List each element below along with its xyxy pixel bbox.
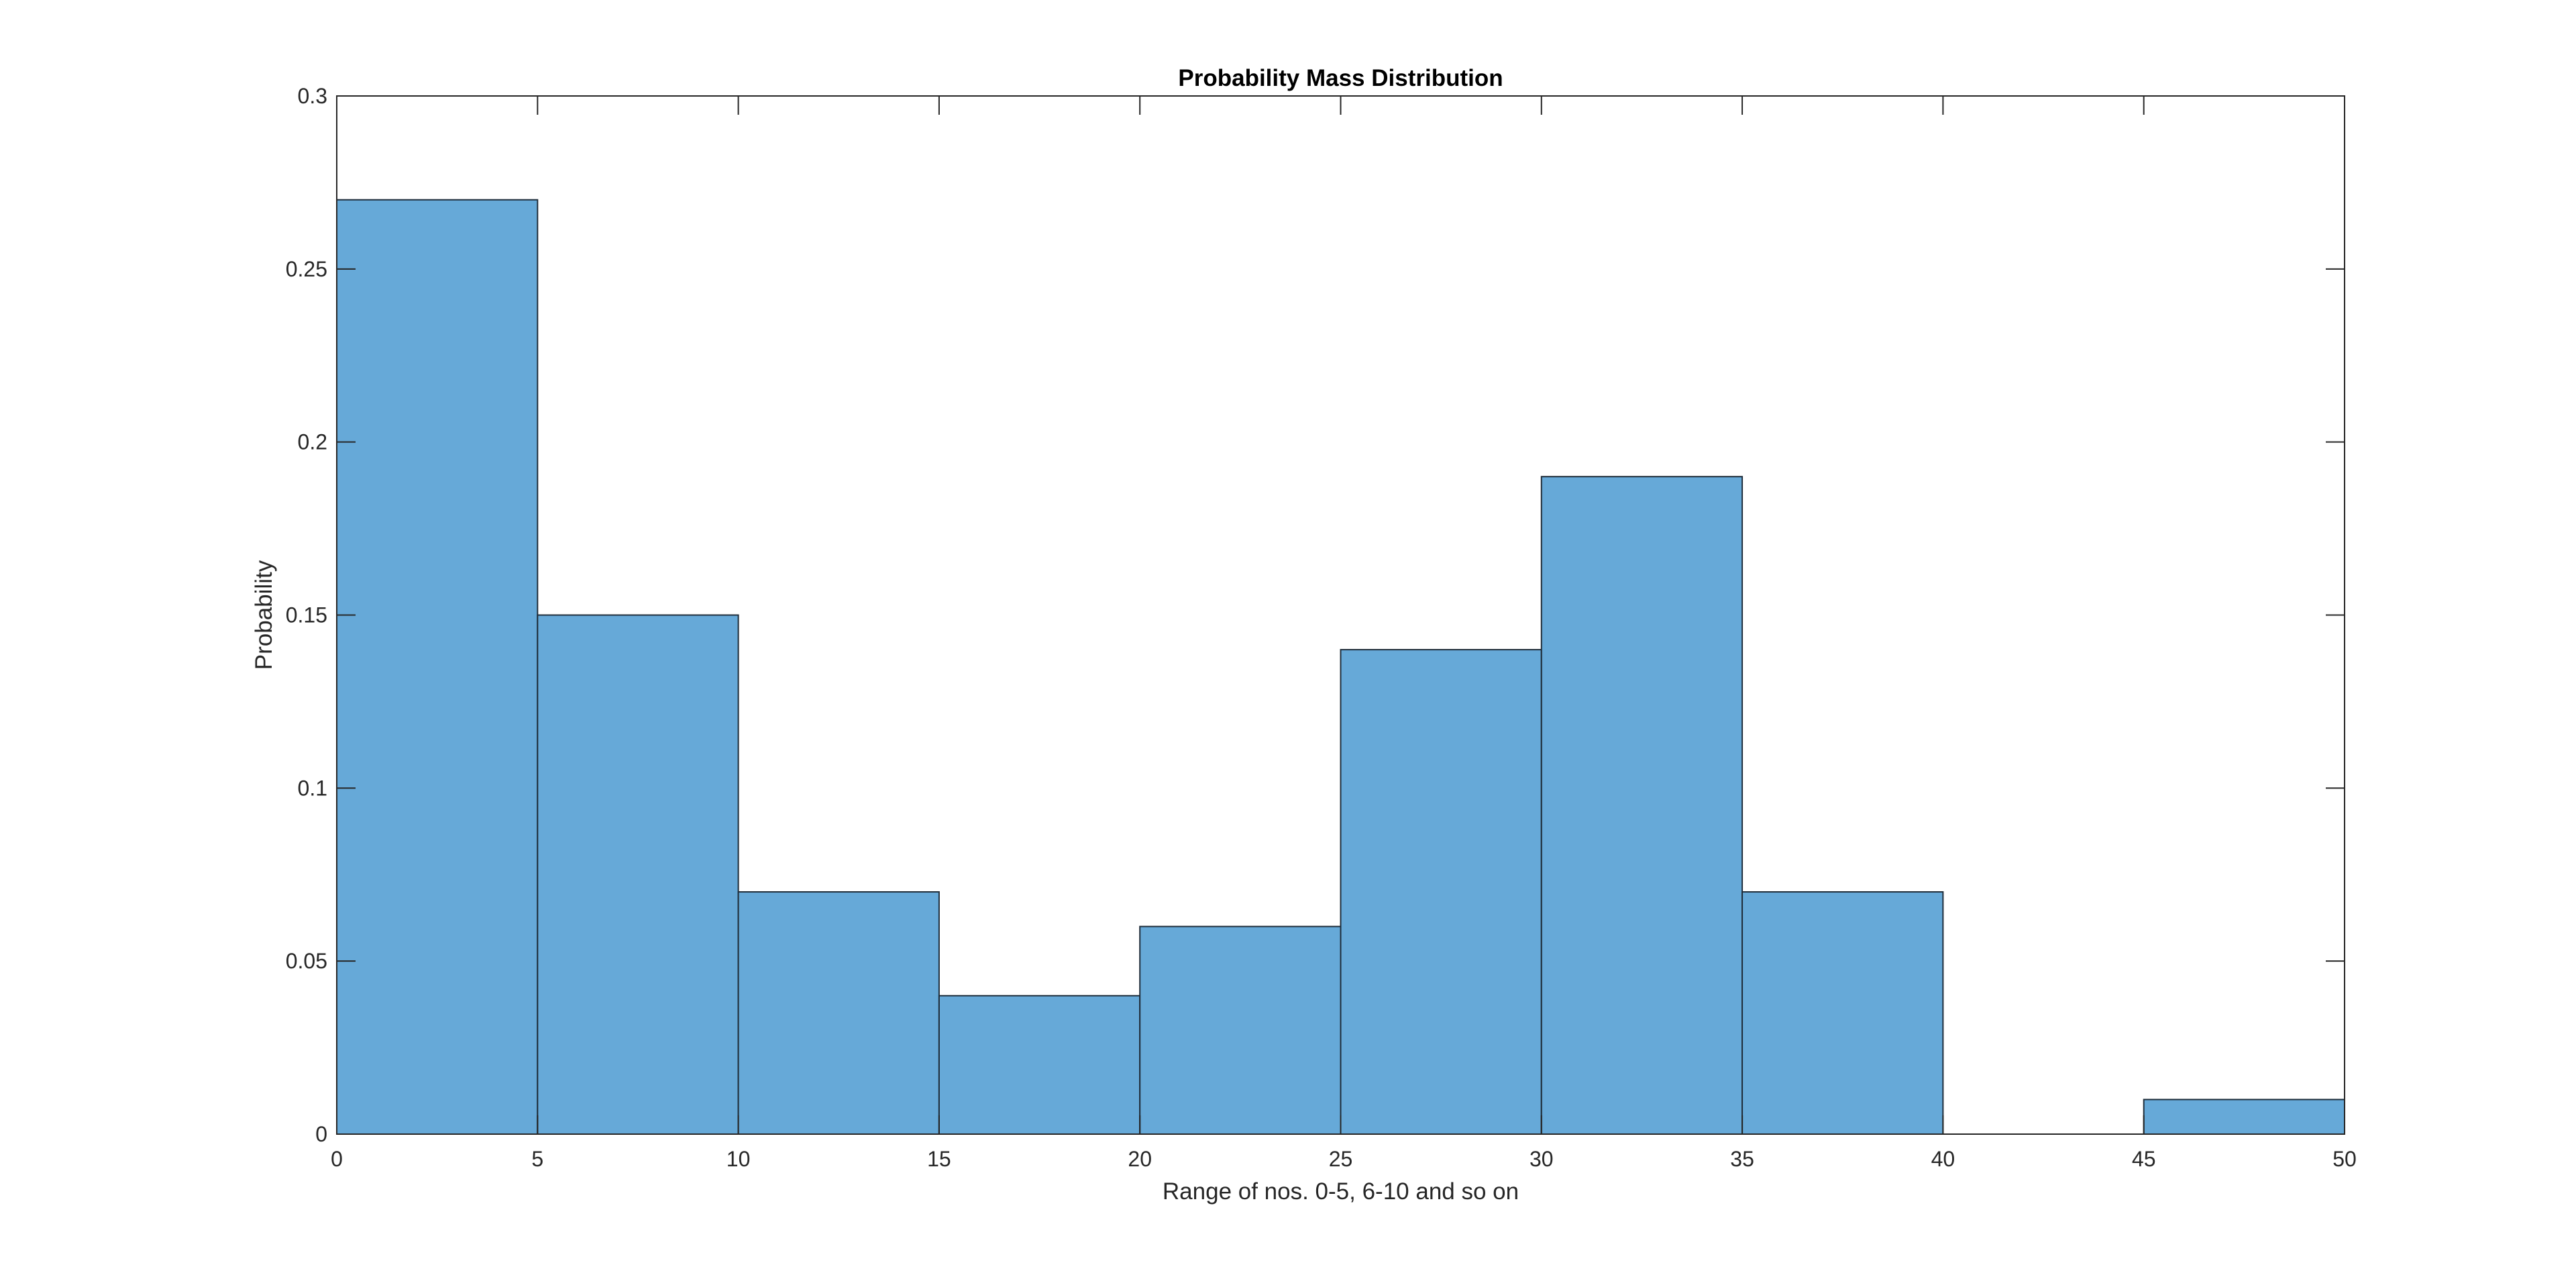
bars-group: [336, 199, 2345, 1135]
histogram-bar: [537, 614, 739, 1135]
histogram-bar: [1139, 925, 1342, 1135]
x-tick-label: 5: [531, 1147, 543, 1171]
x-tick-label: 50: [2332, 1147, 2357, 1171]
x-tick-label: 35: [1730, 1147, 1754, 1171]
histogram-bar: [1340, 649, 1542, 1135]
y-tick-label: 0.1: [298, 776, 327, 800]
x-tick-label: 25: [1329, 1147, 1353, 1171]
y-tick-label: 0.05: [286, 949, 327, 973]
histogram-bar: [737, 891, 940, 1135]
x-tick-label: 10: [727, 1147, 751, 1171]
histogram-bar: [2143, 1099, 2345, 1135]
y-tick-label: 0.2: [298, 430, 327, 454]
x-tick-label: 15: [927, 1147, 951, 1171]
histogram-bar: [336, 199, 539, 1135]
histogram-bar: [1741, 891, 1944, 1135]
histogram-bar: [938, 995, 1141, 1135]
y-tick-label: 0.25: [286, 257, 327, 281]
x-tick-label: 40: [1931, 1147, 1955, 1171]
y-tick-label: 0.15: [286, 603, 327, 627]
x-axis-label: Range of nos. 0-5, 6-10 and so on: [1163, 1178, 1519, 1205]
y-tick-label: 0.3: [298, 84, 327, 108]
x-tick-label: 45: [2132, 1147, 2156, 1171]
chart-title: Probability Mass Distribution: [1178, 65, 1503, 91]
ticks-group: [336, 95, 2345, 1135]
y-tick-label: 0: [315, 1122, 327, 1146]
x-tick-label: 30: [1529, 1147, 1554, 1171]
x-tick-label: 0: [331, 1147, 343, 1171]
x-tick-labels: 0 5 10 15 20 25 30 35 40 45 50: [331, 1147, 2357, 1171]
y-axis-label: Probability: [251, 560, 277, 670]
y-tick-labels: 0 0.05 0.1 0.15 0.2 0.25 0.3: [286, 84, 327, 1146]
histogram-bar: [1540, 476, 1743, 1135]
x-tick-label: 20: [1128, 1147, 1152, 1171]
